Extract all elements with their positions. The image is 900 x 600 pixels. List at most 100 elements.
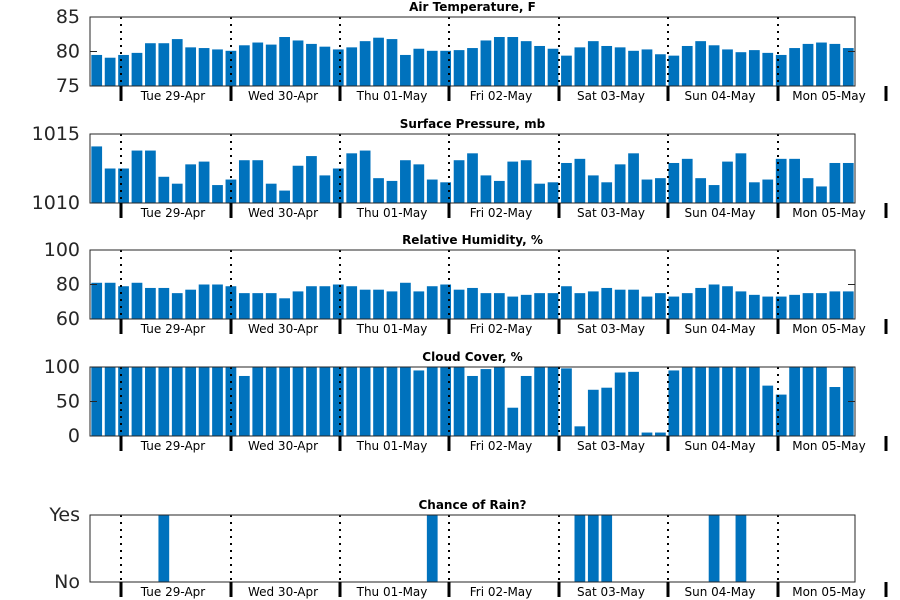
x-tick-mark xyxy=(229,203,233,218)
data-bar xyxy=(319,286,331,319)
data-bar xyxy=(279,37,290,86)
x-tick-mark xyxy=(338,582,342,597)
data-bar xyxy=(413,164,425,203)
data-bar xyxy=(252,293,264,320)
data-bar xyxy=(158,515,170,582)
data-bar xyxy=(695,178,707,203)
data-bar xyxy=(735,367,747,436)
data-bar xyxy=(252,160,264,203)
x-tick-label: Sat 03-May xyxy=(577,322,645,336)
data-bar xyxy=(842,48,854,86)
data-bar xyxy=(467,153,478,203)
data-bar xyxy=(614,289,626,319)
data-bar xyxy=(386,291,398,319)
data-bar xyxy=(453,367,465,436)
data-bar xyxy=(185,289,197,319)
data-bar xyxy=(346,286,358,319)
x-tick-label: Sun 04-May xyxy=(684,439,755,453)
chart-panel-1: 75 80 85 Air Temperature, F Tue 29-Apr Wed 30… xyxy=(56,0,888,103)
data-bar xyxy=(185,164,197,203)
data-bar xyxy=(400,282,411,319)
y-tick-label: 50 xyxy=(56,391,80,413)
data-bar xyxy=(453,50,465,86)
x-tick-label: Tue 29-Apr xyxy=(140,585,205,599)
data-bar xyxy=(816,42,827,86)
data-bar xyxy=(440,182,452,203)
data-bar xyxy=(789,367,800,436)
data-bar xyxy=(467,287,478,319)
data-bar xyxy=(574,293,586,320)
panel-title: Cloud Cover, % xyxy=(422,350,522,364)
data-bar xyxy=(789,48,800,86)
x-tick-mark xyxy=(447,582,451,597)
data-bar xyxy=(534,45,545,86)
data-bar xyxy=(708,185,720,203)
data-bar xyxy=(762,179,774,203)
data-bar xyxy=(104,282,116,319)
x-tick-mark xyxy=(119,203,123,218)
data-bar xyxy=(413,48,425,86)
x-tick-mark xyxy=(666,203,670,218)
data-bar xyxy=(145,287,156,319)
data-bar xyxy=(332,168,344,203)
x-tick-label: Wed 30-Apr xyxy=(248,585,318,599)
y-tick-label: 100 xyxy=(44,356,80,378)
data-bar xyxy=(587,41,599,86)
data-bar xyxy=(655,178,666,203)
data-bar xyxy=(520,160,532,203)
data-bar xyxy=(574,158,586,203)
data-bar xyxy=(775,296,787,319)
y-tick-label: No xyxy=(54,571,80,593)
x-tick-mark xyxy=(557,436,561,451)
data-bar xyxy=(359,367,371,436)
data-bar xyxy=(708,284,720,319)
data-bar xyxy=(547,293,559,320)
x-tick-mark xyxy=(557,319,561,334)
data-bar xyxy=(212,367,223,436)
data-bar xyxy=(816,367,827,436)
y-tick-label: Yes xyxy=(48,504,80,526)
x-tick-mark xyxy=(666,319,670,334)
data-bar xyxy=(614,372,626,436)
data-bar xyxy=(762,52,774,86)
data-bar xyxy=(171,183,183,203)
data-bar xyxy=(453,289,465,319)
chart-panel-4: 0 50 100 Cloud Cover, % Tue 29-Apr Wed 30-Apr… xyxy=(44,350,888,453)
data-bar xyxy=(426,515,438,582)
data-bar xyxy=(185,367,197,436)
data-bar xyxy=(265,367,277,436)
y-tick-label: 60 xyxy=(56,308,80,330)
data-bar xyxy=(198,161,210,203)
data-bar xyxy=(265,44,277,86)
data-bar xyxy=(480,369,492,436)
data-bar xyxy=(601,45,613,86)
data-bar xyxy=(373,367,384,436)
data-bar xyxy=(534,183,545,203)
data-bar xyxy=(426,179,438,203)
data-bar xyxy=(252,42,264,86)
data-bar xyxy=(842,162,854,203)
data-bar xyxy=(655,293,666,320)
data-bar xyxy=(574,47,586,86)
data-bar xyxy=(735,52,747,86)
axes-frame xyxy=(89,133,856,204)
x-tick-mark xyxy=(776,319,780,334)
data-bar xyxy=(319,46,331,86)
x-tick-label: Fri 02-May xyxy=(470,206,533,220)
x-tick-mark xyxy=(776,582,780,597)
data-bar xyxy=(252,367,264,436)
data-bar xyxy=(722,49,733,86)
data-bar xyxy=(158,43,170,86)
data-bar xyxy=(681,45,693,86)
data-bar xyxy=(829,162,841,203)
x-tick-mark xyxy=(557,582,561,597)
y-tick-label: 80 xyxy=(56,274,80,296)
data-bar xyxy=(212,185,223,203)
x-tick-label: Tue 29-Apr xyxy=(140,206,205,220)
x-tick-label: Fri 02-May xyxy=(470,585,533,599)
data-bar xyxy=(480,175,492,203)
data-bar xyxy=(91,282,103,319)
chart-panel-3: 60 80 100 Relative Humidity, % Tue 29-Apr Wed… xyxy=(44,233,888,336)
x-tick-mark xyxy=(119,86,123,101)
